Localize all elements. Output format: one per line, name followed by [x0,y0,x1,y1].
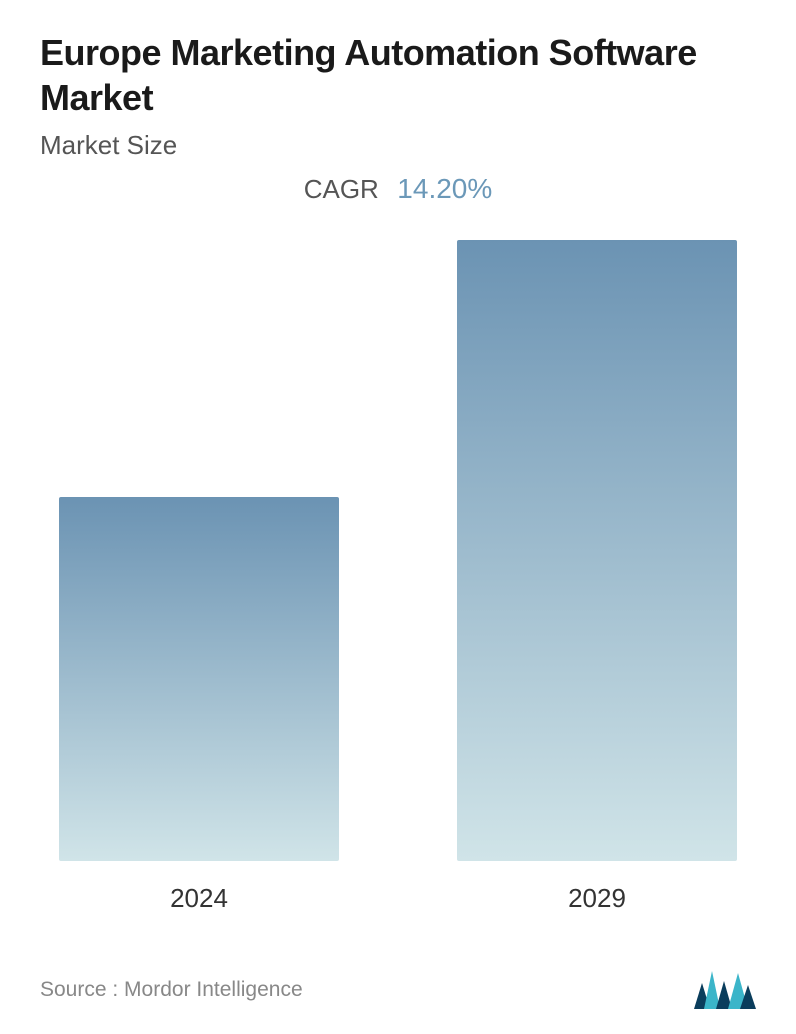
cagr-value: 14.20% [397,173,492,204]
bar-group: 2024 [59,240,339,914]
cagr-label: CAGR [304,174,379,204]
bar-label: 2024 [170,883,228,914]
bar-group: 2029 [457,240,737,914]
bar [59,497,339,861]
source-attribution: Source : Mordor Intelligence [40,978,303,1002]
cagr-row: CAGR 14.20% [40,173,756,205]
chart-footer: Source : Mordor Intelligence [40,971,756,1009]
bar-label: 2029 [568,883,626,914]
bar-chart: 2024 2029 [40,240,756,914]
bar [457,240,737,861]
chart-subtitle: Market Size [40,130,756,161]
logo-icon [694,971,756,1009]
chart-title: Europe Marketing Automation Software Mar… [40,30,756,120]
brand-logo [694,971,756,1009]
